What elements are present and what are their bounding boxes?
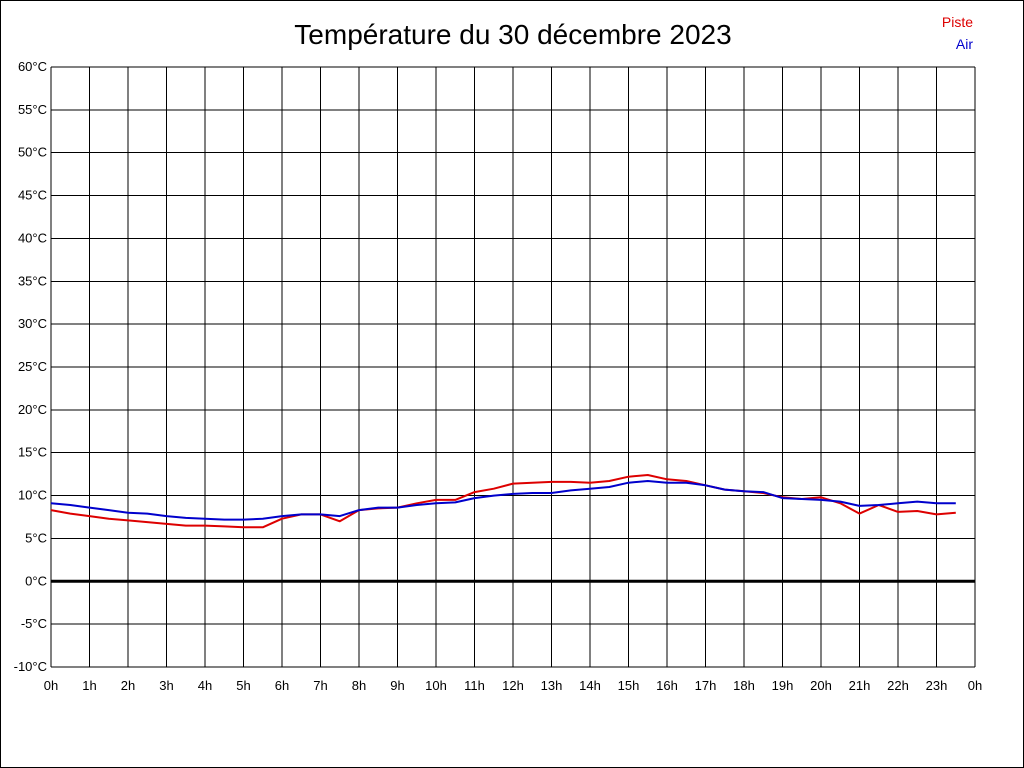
x-tick-label: 20h <box>810 678 832 693</box>
x-tick-label: 19h <box>772 678 794 693</box>
y-tick-label: 45°C <box>18 188 47 203</box>
series-line-piste <box>50 474 956 529</box>
y-tick-label: 60°C <box>18 59 47 74</box>
x-tick-label: 22h <box>887 678 909 693</box>
y-tick-label: 15°C <box>18 445 47 460</box>
x-tick-label: 7h <box>313 678 327 693</box>
legend-entry-piste: Piste <box>941 14 973 30</box>
x-tick-label: 13h <box>541 678 563 693</box>
y-tick-label: -10°C <box>14 659 47 674</box>
x-tick-label: 8h <box>352 678 366 693</box>
x-tick-label: 12h <box>502 678 524 693</box>
x-tick-label: 4h <box>198 678 212 693</box>
y-tick-label: 40°C <box>18 230 47 245</box>
y-tick-label: 35°C <box>18 273 47 288</box>
x-tick-label: 18h <box>733 678 755 693</box>
x-tick-label: 10h <box>425 678 447 693</box>
x-tick-label: 14h <box>579 678 601 693</box>
x-tick-label: 2h <box>121 678 135 693</box>
x-tick-label: 11h <box>464 678 485 693</box>
x-tick-label: 17h <box>695 678 717 693</box>
x-tick-label: 0h <box>44 678 58 693</box>
series-line-air <box>50 480 956 521</box>
x-tick-label: 16h <box>656 678 678 693</box>
y-tick-label: 20°C <box>18 402 47 417</box>
x-tick-label: 5h <box>236 678 250 693</box>
legend-entry-air: Air <box>955 36 973 52</box>
x-tick-label: 3h <box>159 678 173 693</box>
y-tick-label: 10°C <box>18 488 47 503</box>
y-tick-label: 5°C <box>25 530 47 545</box>
x-tick-label: 23h <box>926 678 948 693</box>
x-tick-label: 1h <box>82 678 96 693</box>
x-tick-label: 0h <box>968 678 982 693</box>
x-tick-label: 6h <box>275 678 289 693</box>
y-tick-label: 25°C <box>18 359 47 374</box>
x-tick-label: 21h <box>849 678 871 693</box>
y-tick-label: 0°C <box>25 573 47 588</box>
y-tick-label: -5°C <box>21 616 47 631</box>
y-tick-label: 55°C <box>18 102 47 117</box>
chart-title: Température du 30 décembre 2023 <box>294 19 732 50</box>
y-tick-label: 30°C <box>18 316 47 331</box>
y-tick-label: 50°C <box>18 145 47 160</box>
x-tick-label: 15h <box>618 678 640 693</box>
x-tick-label: 9h <box>390 678 404 693</box>
